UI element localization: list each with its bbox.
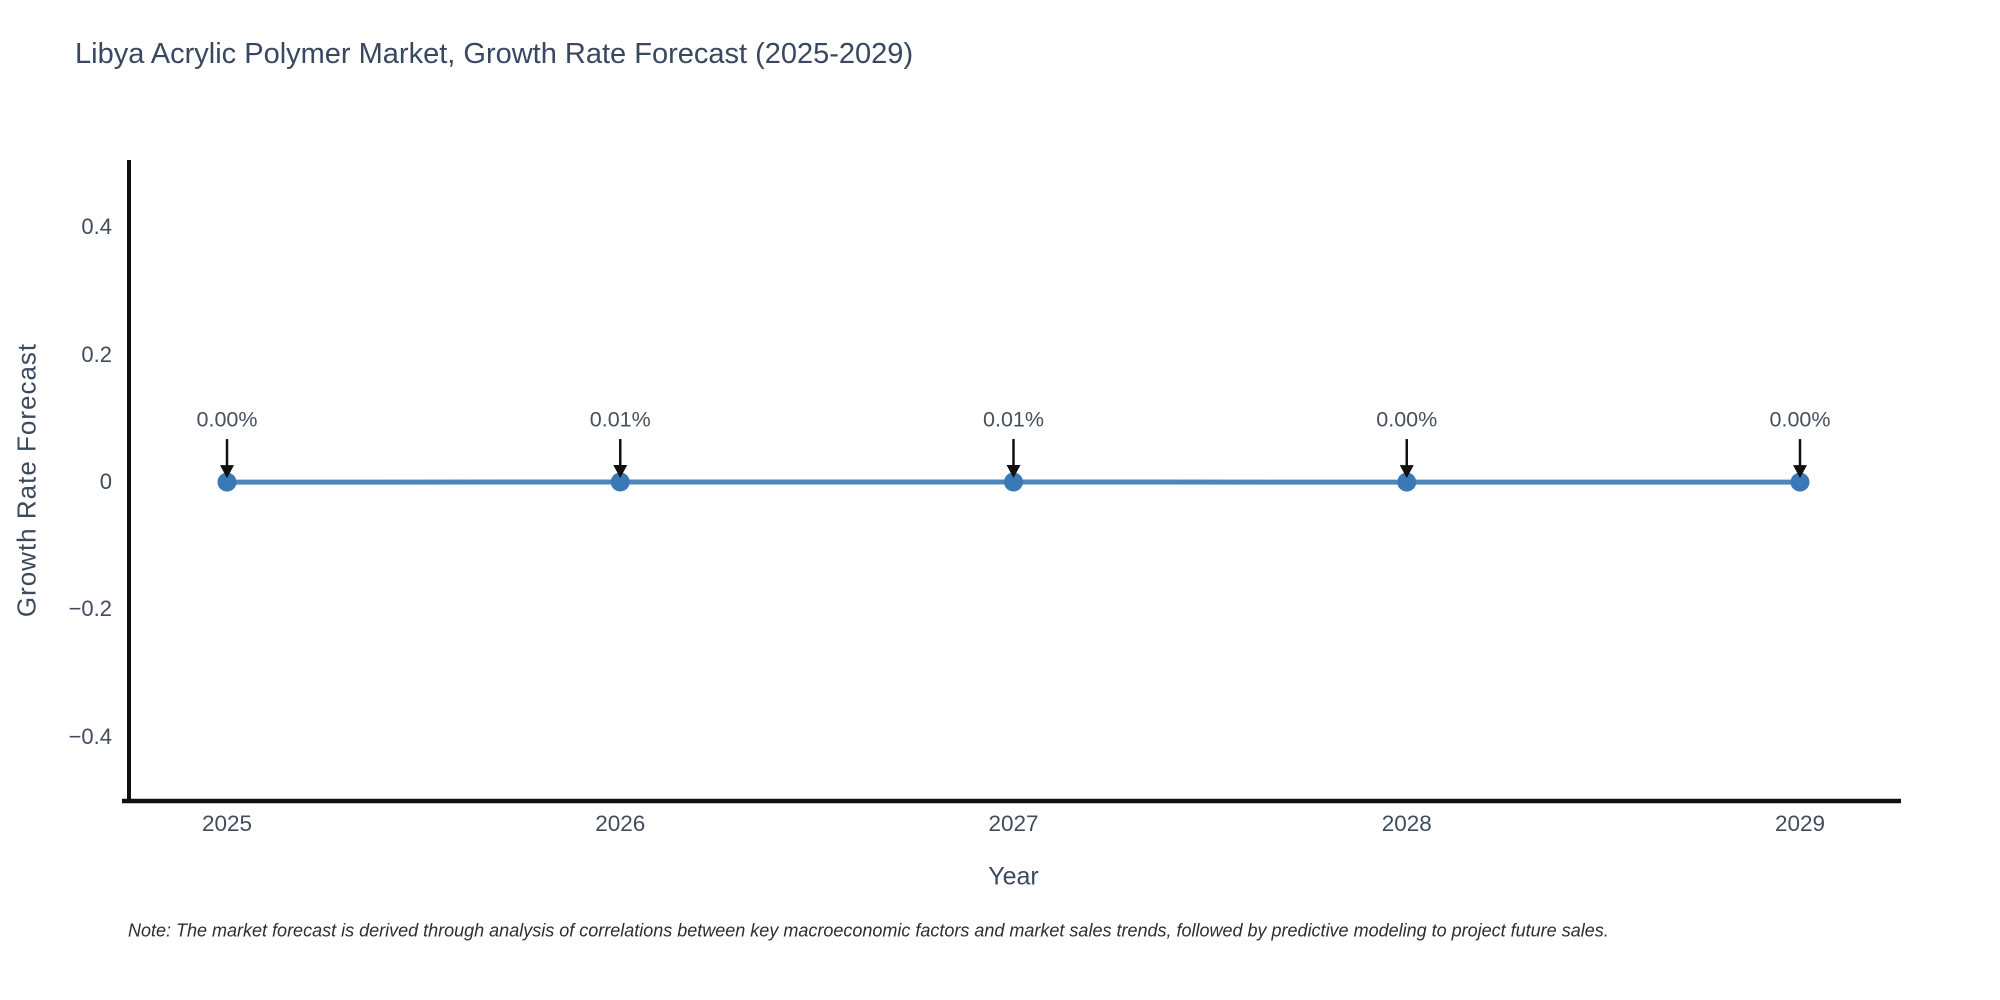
x-tick-label: 2025	[201, 811, 253, 836]
x-tick-label: 2029	[1774, 811, 1826, 836]
data-point-2026	[610, 472, 630, 492]
point-annotation-label: 0.01%	[983, 407, 1044, 432]
x-tick-label: 2028	[1381, 811, 1432, 836]
annotation-arrowhead	[1793, 465, 1807, 479]
data-point-2029	[1790, 472, 1810, 492]
y-tick-label: 0.2	[81, 341, 112, 367]
annotation-arrowhead	[1399, 465, 1414, 479]
point-annotation-label: 0.01%	[589, 407, 651, 432]
x-tick-label: 2026	[595, 811, 646, 836]
annotation-arrowhead	[220, 465, 234, 479]
chart-title: Libya Acrylic Polymer Market, Growth Rat…	[75, 38, 914, 70]
annotation-arrowhead	[613, 465, 628, 479]
point-annotation-label: 0.00%	[1376, 407, 1438, 432]
y-tick-label: −0.2	[68, 596, 112, 622]
data-point-2025	[217, 472, 237, 492]
annotation-arrowhead	[1006, 465, 1021, 479]
y-tick-label: 0.4	[81, 214, 112, 240]
point-annotation-label: 0.00%	[1769, 407, 1831, 432]
x-tick-label: 2027	[988, 811, 1039, 836]
data-point-2028	[1397, 472, 1417, 492]
y-tick-label: −0.4	[68, 723, 112, 749]
point-annotation-label: 0.00%	[196, 407, 258, 432]
footnote: Note: The market forecast is derived thr…	[128, 920, 1609, 941]
x-axis-title: Year	[988, 862, 1039, 891]
data-point-2027	[1004, 472, 1023, 492]
y-tick-label: 0	[99, 469, 112, 495]
